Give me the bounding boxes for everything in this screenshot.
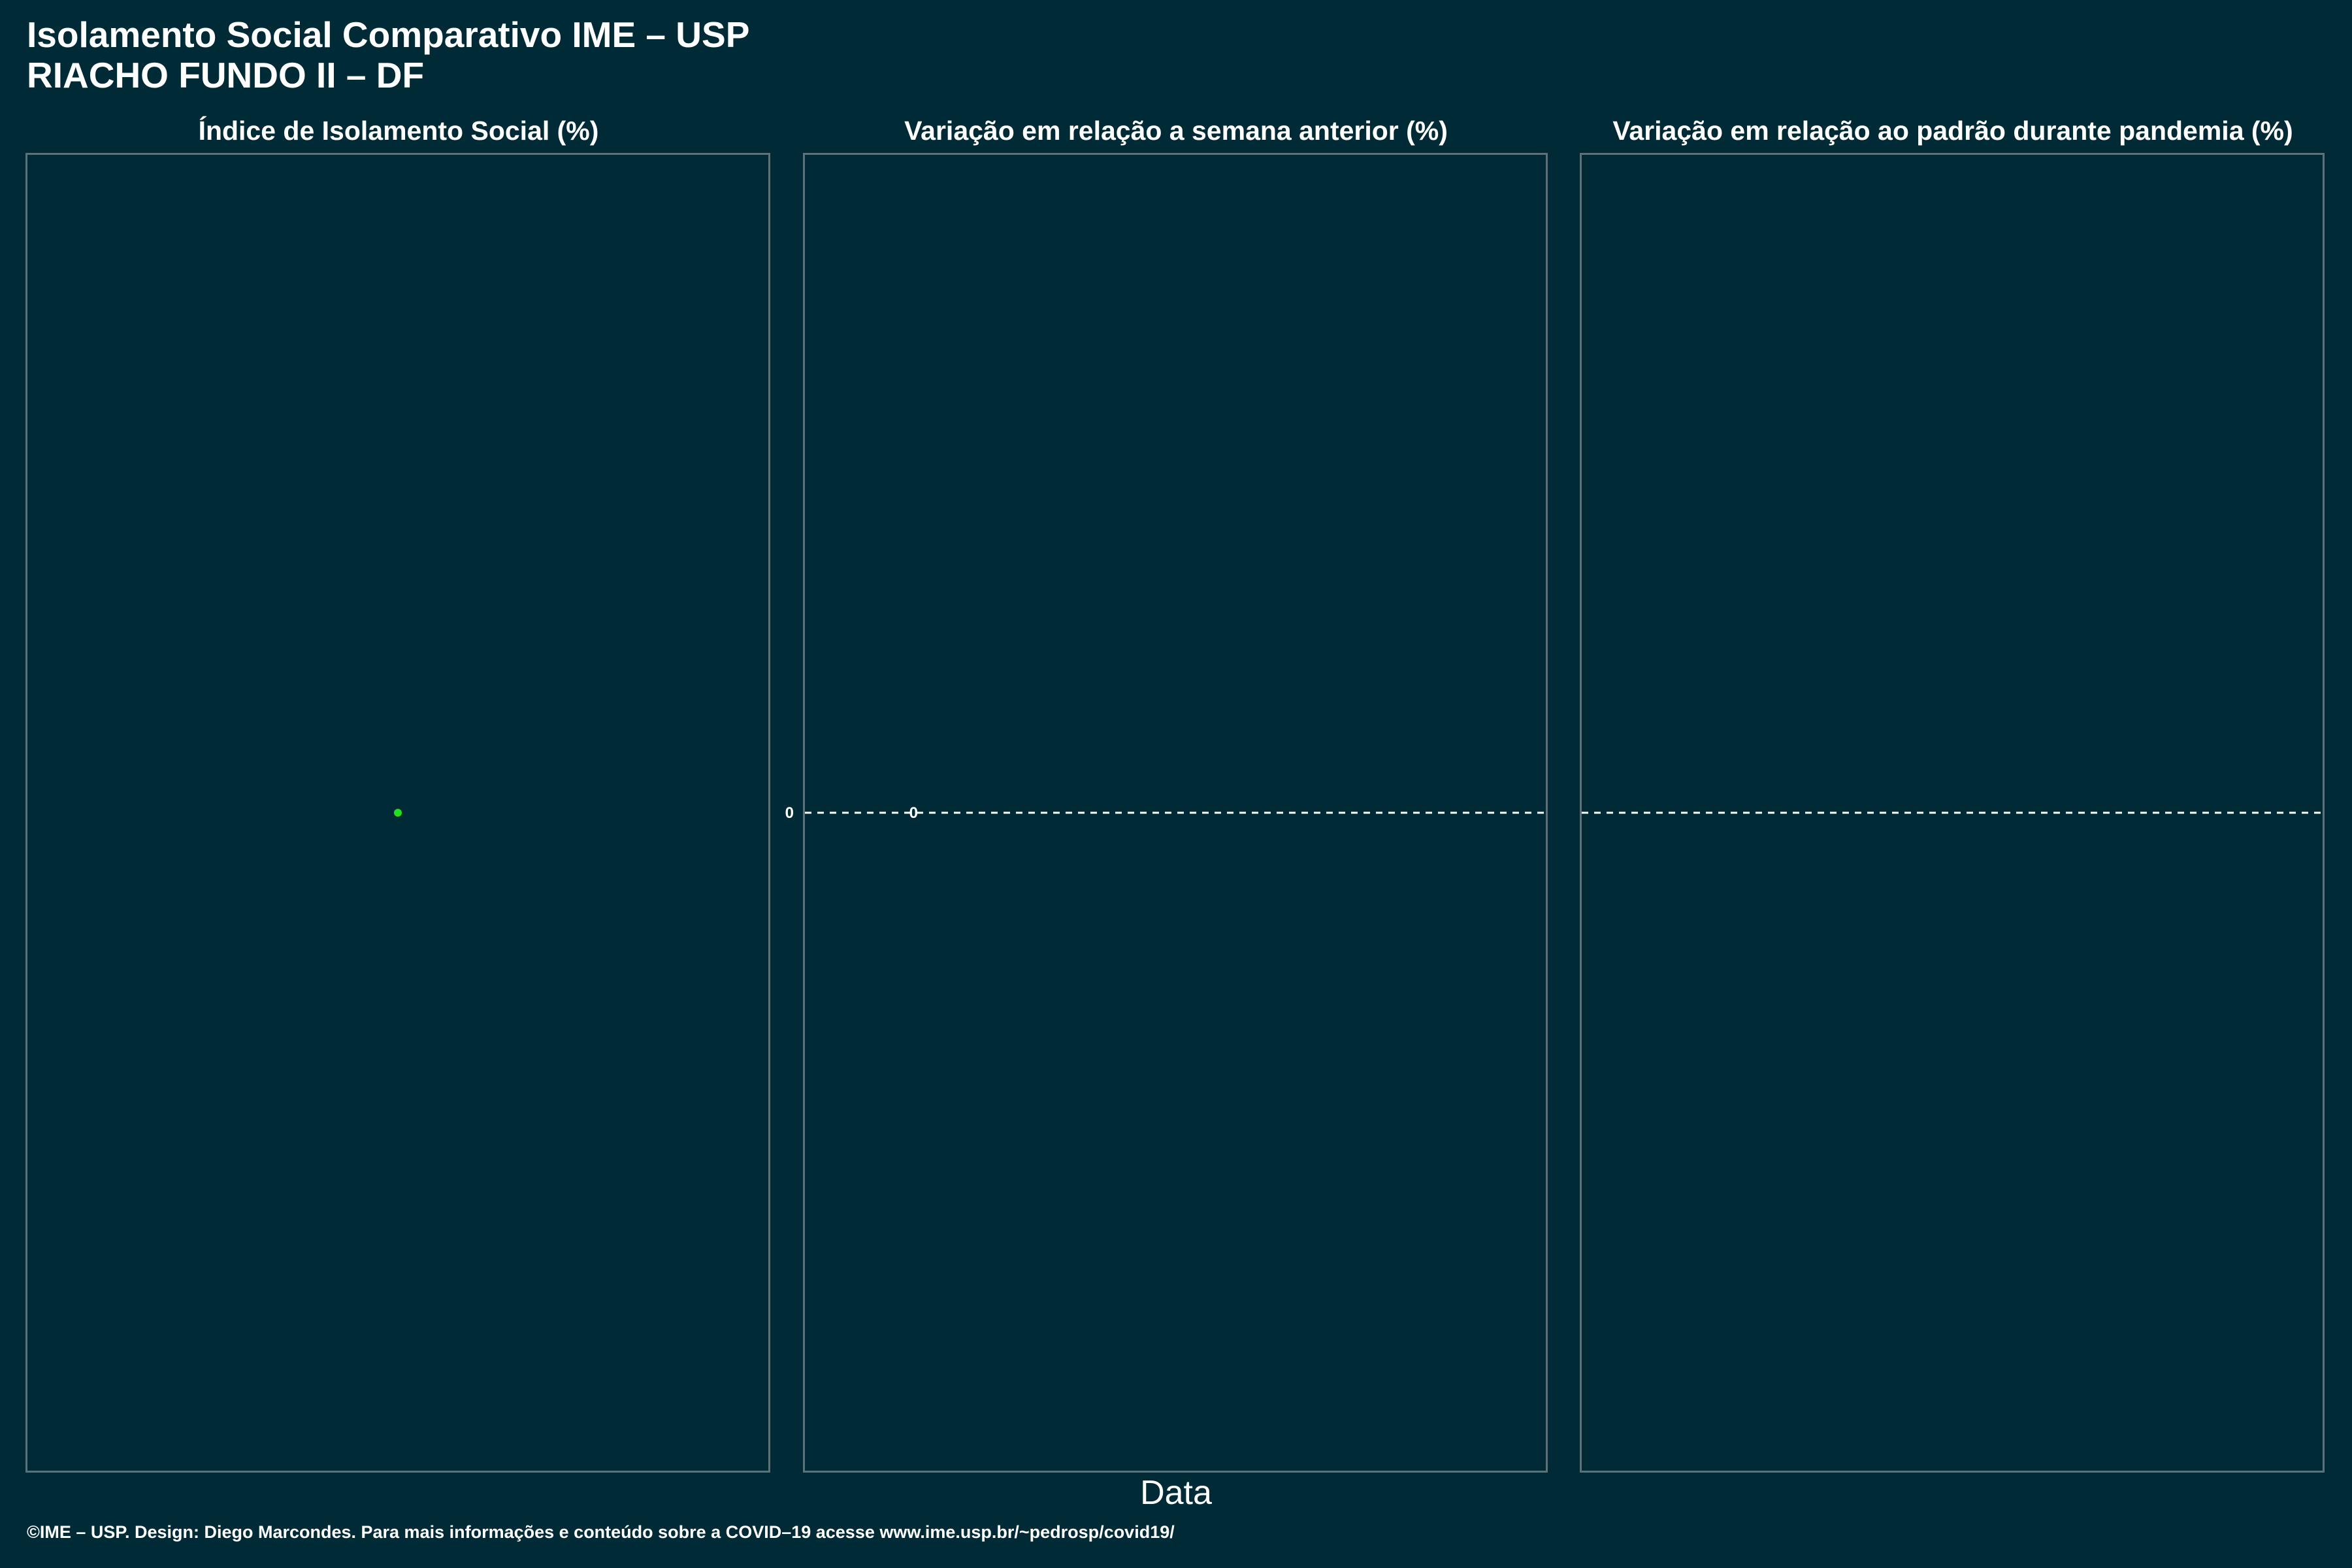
title-line-1: Isolamento Social Comparativo IME – USP bbox=[27, 14, 750, 55]
x-axis-label: Data bbox=[1140, 1474, 1212, 1512]
panel-1-title: Índice de Isolamento Social (%) bbox=[198, 116, 599, 146]
panel-3-svg bbox=[1582, 811, 2323, 814]
footer-caption: ©IME – USP. Design: Diego Marcondes. Par… bbox=[27, 1522, 1175, 1542]
panel-3-ytick-0: 0 bbox=[909, 804, 918, 822]
panel-3-title: Variação em relação ao padrão durante pa… bbox=[1612, 116, 2293, 146]
panel-1-plot-area bbox=[25, 153, 770, 1473]
panel-2-ytick-0: 0 bbox=[785, 804, 794, 822]
panel-1-data-point-0-0 bbox=[394, 809, 402, 817]
panel-1-svg bbox=[394, 809, 402, 817]
title-line-2: RIACHO FUNDO II – DF bbox=[27, 55, 425, 95]
chart-title: Isolamento Social Comparativo IME – USP … bbox=[27, 14, 749, 95]
panel-3-plot-area bbox=[1580, 153, 2325, 1473]
panel-2-title: Variação em relação a semana anterior (%… bbox=[904, 116, 1448, 146]
panel-2-plot-area bbox=[803, 153, 1548, 1473]
